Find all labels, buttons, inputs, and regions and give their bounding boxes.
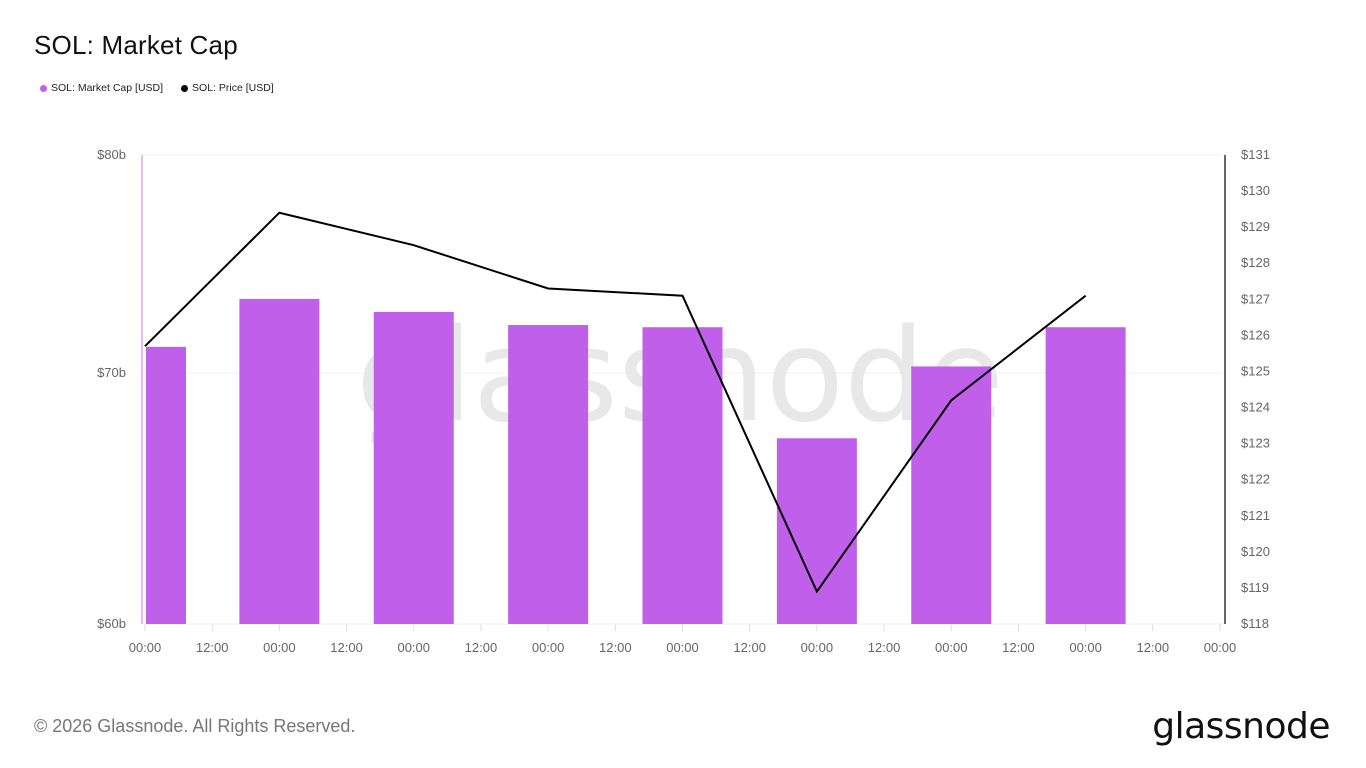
x-tick-label: 12:00 (196, 640, 229, 655)
right-y-tick-label: $124 (1241, 400, 1270, 415)
x-tick-label: 00:00 (935, 640, 968, 655)
right-y-tick-label: $130 (1241, 183, 1270, 198)
x-tick-label: 00:00 (801, 640, 834, 655)
x-tick-label: 00:00 (129, 640, 162, 655)
left-y-tick-label: $60b (97, 616, 126, 631)
x-axis-labels: 00:00 12:00 00:00 12:00 00:00 12:00 00:00 12:00… (129, 624, 1237, 655)
right-y-tick-label: $122 (1241, 472, 1270, 487)
left-y-tick-label: $70b (97, 365, 126, 380)
x-tick-label: 12:00 (1002, 640, 1035, 655)
x-tick-label: 12:00 (599, 640, 632, 655)
legend-item-market-cap[interactable]: SOL: Market Cap [USD] (40, 82, 163, 94)
x-tick-label: 12:00 (868, 640, 901, 655)
x-tick-label: 12:00 (733, 640, 766, 655)
market-cap-bar[interactable] (373, 311, 454, 624)
right-y-tick-label: $121 (1241, 508, 1270, 523)
right-y-tick-label: $129 (1241, 219, 1270, 234)
market-cap-dot-icon (40, 84, 47, 92)
market-cap-bar[interactable] (642, 327, 723, 624)
left-y-tick-label: $80b (97, 147, 126, 162)
glassnode-logo: glassnode (1152, 706, 1330, 747)
price-dot-icon (181, 84, 189, 92)
right-y-axis-labels: $131 $130 $129 $128 $127 $126 $125 $124 $123 $122… (1241, 147, 1270, 631)
x-tick-label: 00:00 (263, 640, 296, 655)
chart-legend: SOL: Market Cap [USD] SOL: Price [USD] (40, 82, 274, 94)
right-y-tick-label: $131 (1241, 147, 1270, 162)
right-y-tick-label: $126 (1241, 327, 1270, 342)
left-y-axis-labels: $80b $70b $60b (97, 147, 126, 631)
market-cap-bar[interactable] (1045, 327, 1126, 624)
legend-label-market-cap: SOL: Market Cap [USD] (51, 82, 164, 94)
legend-label-price: SOL: Price [USD] (192, 82, 274, 94)
chart-title: SOL: Market Cap (34, 30, 238, 60)
x-tick-label: 00:00 (397, 640, 430, 655)
market-cap-bars (146, 298, 1126, 624)
price-line (144, 211, 1087, 594)
legend-item-price[interactable]: SOL: Price [USD] (181, 82, 274, 94)
right-y-tick-label: $118 (1241, 616, 1269, 631)
x-tick-label: 12:00 (465, 640, 498, 655)
copyright-text: © 2026 Glassnode. All Rights Reserved. (34, 716, 356, 736)
right-y-tick-label: $128 (1241, 255, 1270, 270)
x-tick-label: 00:00 (1069, 640, 1102, 655)
market-cap-bar[interactable] (911, 366, 992, 624)
right-y-tick-label: $125 (1241, 363, 1270, 378)
right-y-tick-label: $119 (1241, 580, 1269, 595)
right-y-tick-label: $127 (1241, 291, 1270, 306)
market-cap-bar[interactable] (508, 325, 589, 624)
x-tick-label: 12:00 (1137, 640, 1170, 655)
x-tick-label: 00:00 (1204, 640, 1237, 655)
x-tick-label: 00:00 (532, 640, 565, 655)
right-y-tick-label: $123 (1241, 436, 1270, 451)
right-y-tick-label: $120 (1241, 544, 1270, 559)
market-cap-bar[interactable] (146, 346, 186, 624)
x-tick-label: 00:00 (666, 640, 699, 655)
market-cap-bar[interactable] (239, 298, 320, 624)
x-tick-label: 12:00 (330, 640, 363, 655)
